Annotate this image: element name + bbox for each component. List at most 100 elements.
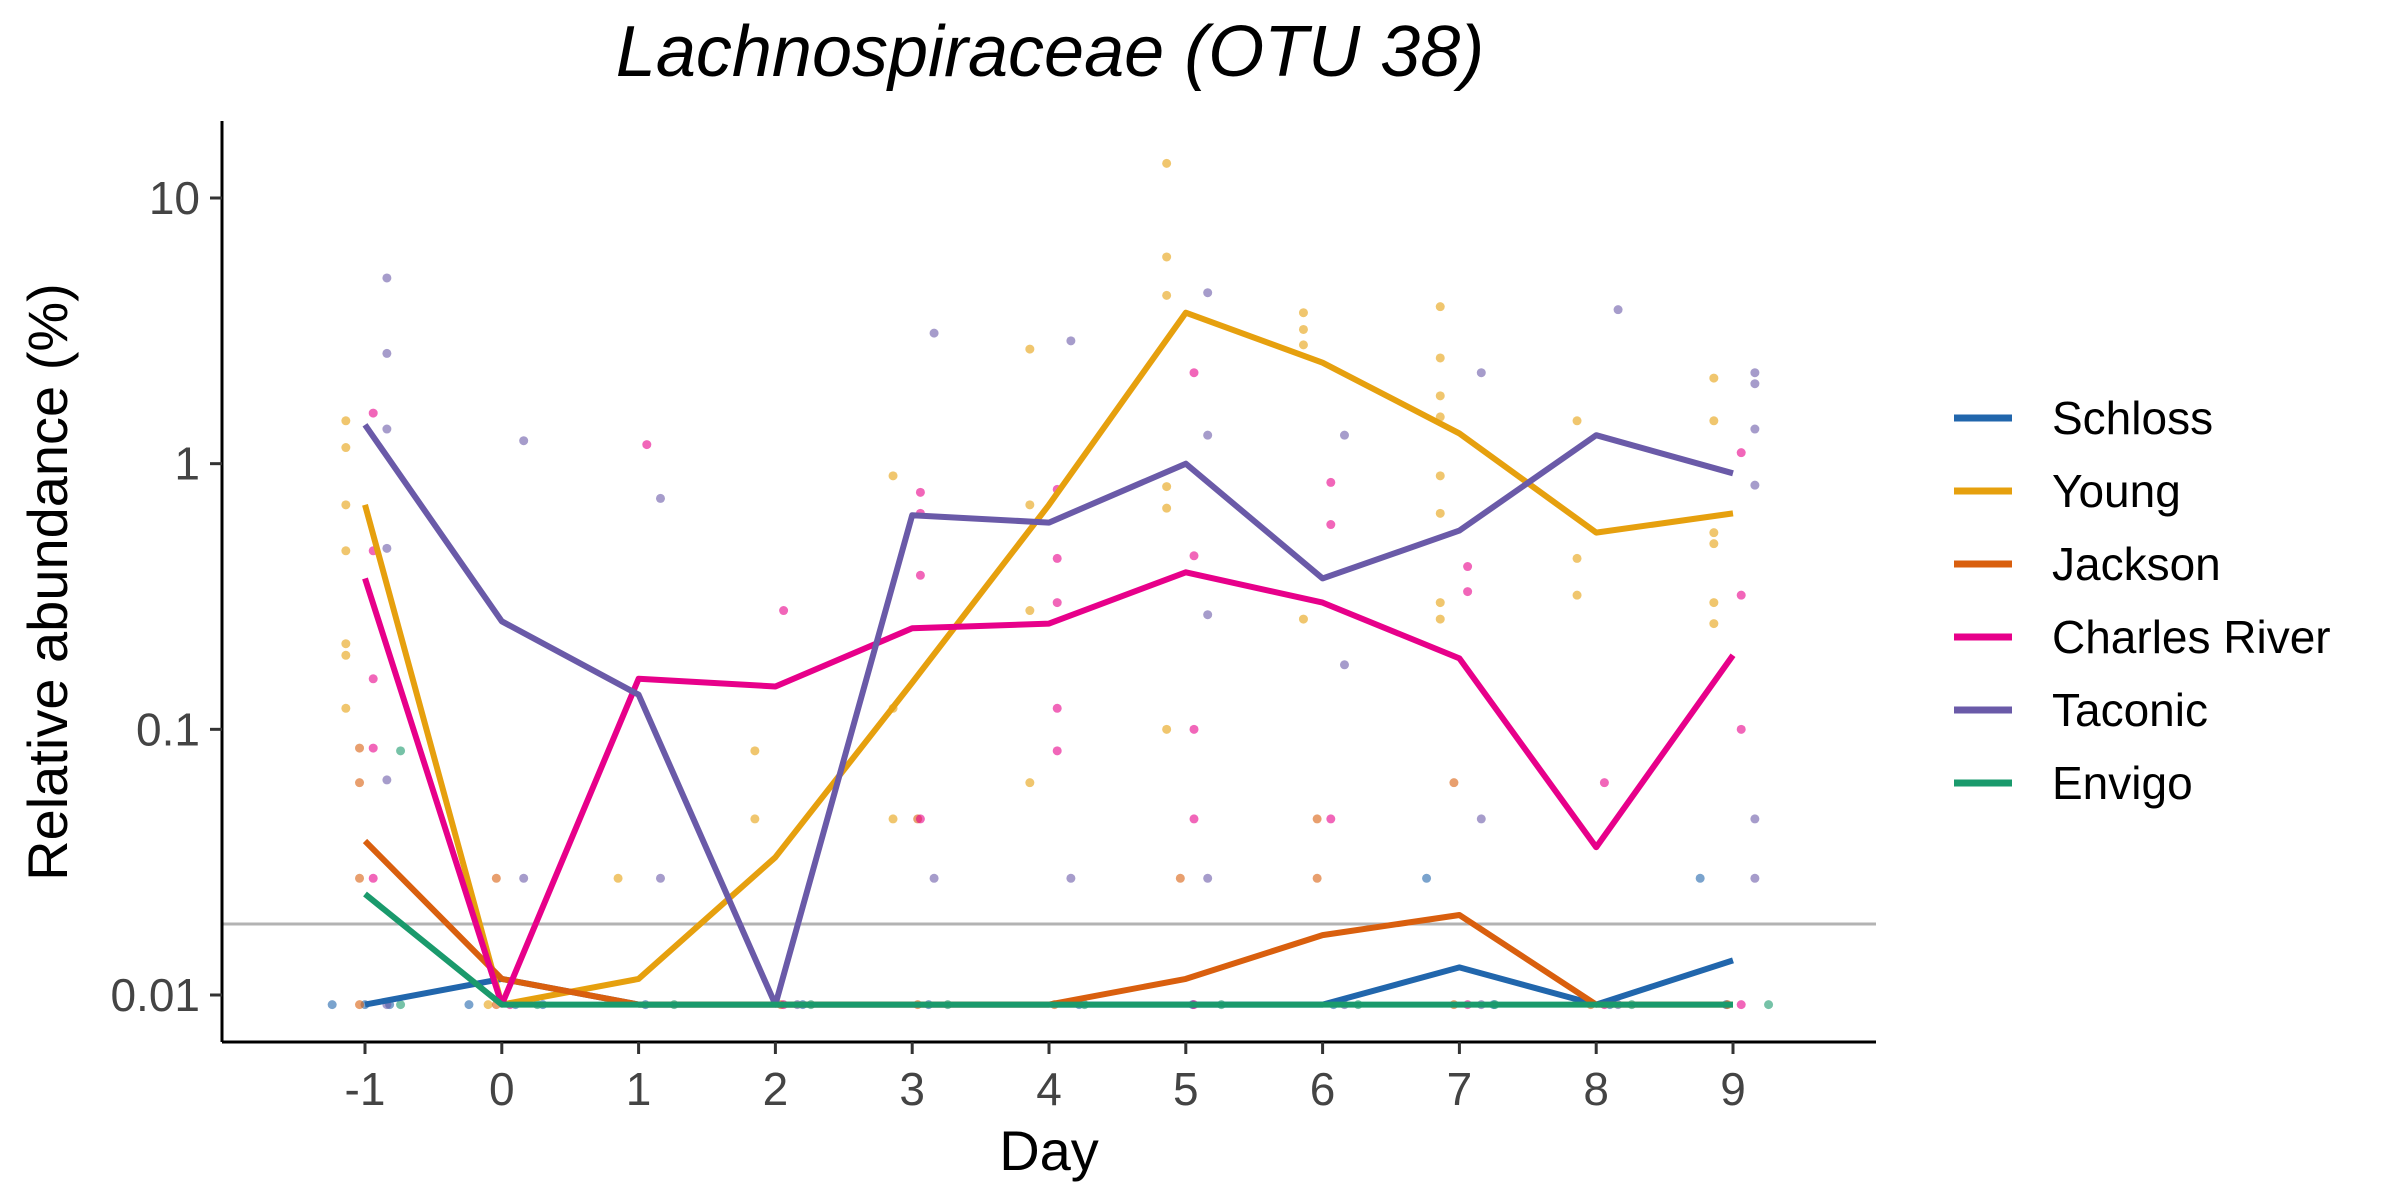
data-point (355, 1000, 365, 1010)
data-point (1750, 424, 1760, 434)
data-point (1463, 562, 1473, 572)
data-point (1435, 302, 1445, 312)
data-point (1298, 308, 1308, 318)
data-point (1052, 703, 1062, 713)
legend-item: Charles River (1954, 611, 2331, 663)
data-point (341, 416, 351, 426)
x-tick-label: 9 (1720, 1063, 1746, 1115)
data-point (1326, 477, 1336, 487)
data-point (1572, 553, 1582, 563)
legend-item: Jackson (1954, 538, 2221, 590)
legend-label: Jackson (2052, 538, 2221, 590)
data-point (382, 424, 392, 434)
data-point (1449, 778, 1459, 788)
x-axis-ticks: -1 0 1 2 3 4 5 6 7 8 9 (345, 1042, 1746, 1115)
data-point (1025, 778, 1035, 788)
legend-item: Young (1954, 465, 2181, 517)
data-point (1175, 873, 1185, 883)
data-points-layer (327, 158, 1774, 1010)
data-point (750, 746, 760, 756)
data-point (1326, 520, 1336, 530)
data-point (519, 436, 529, 446)
data-point (341, 639, 351, 649)
x-tick-label: 8 (1583, 1063, 1609, 1115)
legend: Schloss Young Jackson Charles River Taconic E… (1954, 392, 2331, 809)
legend-item: Taconic (1954, 684, 2208, 736)
x-tick-label: -1 (345, 1063, 386, 1115)
data-point (655, 873, 665, 883)
y-axis-title: Relative abundance (%) (16, 283, 79, 881)
y-tick-label: 10 (149, 172, 200, 224)
data-point (1572, 590, 1582, 600)
data-point (1189, 551, 1199, 561)
data-point (929, 328, 939, 338)
data-point (483, 1000, 493, 1010)
data-point (355, 778, 365, 788)
data-point (1435, 471, 1445, 481)
data-point (341, 500, 351, 510)
series-line (362, 309, 1734, 1008)
data-point (929, 873, 939, 883)
y-tick-label: 0.01 (110, 969, 200, 1021)
data-point (382, 775, 392, 785)
data-point (1709, 598, 1719, 608)
data-point (519, 873, 529, 883)
data-point (1750, 379, 1760, 389)
data-point (655, 493, 665, 503)
data-point (1298, 324, 1308, 334)
data-point (1750, 873, 1760, 883)
data-point (1162, 252, 1172, 262)
data-point (888, 471, 898, 481)
data-point (355, 743, 365, 753)
data-point (1203, 288, 1213, 298)
y-tick-label: 0.1 (136, 703, 200, 755)
data-point (642, 440, 652, 450)
data-point (1339, 660, 1349, 670)
data-point (1435, 598, 1445, 608)
x-tick-label: 4 (1036, 1063, 1062, 1115)
data-point (1709, 528, 1719, 538)
x-tick-label: 5 (1173, 1063, 1199, 1115)
legend-item: Schloss (1954, 392, 2213, 444)
data-point (750, 814, 760, 824)
x-axis-title: Day (999, 1119, 1099, 1182)
data-point (396, 1000, 406, 1010)
data-point (368, 873, 378, 883)
data-point (1736, 448, 1746, 458)
legend-label: Young (2052, 465, 2181, 517)
series-line (362, 569, 1736, 1008)
series-line (362, 423, 1734, 1008)
data-point (1162, 290, 1172, 300)
data-point (1463, 587, 1473, 597)
x-tick-label: 7 (1447, 1063, 1473, 1115)
legend-label: Charles River (2052, 611, 2331, 663)
data-point (1435, 353, 1445, 363)
data-point (327, 1000, 337, 1010)
data-point (382, 543, 392, 553)
data-point (1312, 814, 1322, 824)
data-point (1052, 598, 1062, 608)
data-point (1599, 778, 1609, 788)
data-point (1066, 873, 1076, 883)
data-point (1298, 340, 1308, 350)
data-point (396, 746, 406, 756)
data-point (1476, 814, 1486, 824)
data-point (1736, 724, 1746, 734)
data-point (779, 606, 789, 616)
data-point (1203, 873, 1213, 883)
data-point (1709, 619, 1719, 629)
data-point (1189, 814, 1199, 824)
data-point (1750, 814, 1760, 824)
chart-title: Lachnospiraceae (OTU 38) (616, 12, 1484, 92)
data-point (1052, 746, 1062, 756)
data-point (1750, 368, 1760, 378)
data-point (368, 743, 378, 753)
data-point (1339, 430, 1349, 440)
data-point (1435, 508, 1445, 518)
data-point (1066, 336, 1076, 346)
legend-label: Schloss (2052, 392, 2213, 444)
data-point (1764, 1000, 1774, 1010)
x-tick-label: 1 (626, 1063, 652, 1115)
data-point (1052, 553, 1062, 563)
